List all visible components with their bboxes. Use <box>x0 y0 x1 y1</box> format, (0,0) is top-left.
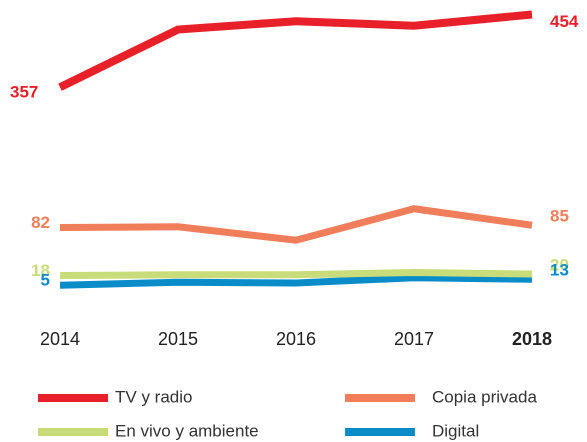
value-label: 18 <box>31 261 50 280</box>
line-series <box>59 205 533 244</box>
legend-label: TV y radio <box>115 387 192 406</box>
x-tick-label: 2017 <box>394 329 434 349</box>
legend-label: Copia privada <box>432 387 537 406</box>
line-series <box>59 274 533 289</box>
x-tick-label: 2015 <box>158 329 198 349</box>
line-series <box>58 10 533 91</box>
value-label: 13 <box>550 261 569 280</box>
x-tick-label: 2014 <box>40 329 80 349</box>
line-series <box>59 268 533 279</box>
legend-label: En vivo y ambiente <box>115 421 259 440</box>
value-label: 82 <box>31 213 50 232</box>
value-label: 454 <box>550 12 579 31</box>
value-label: 357 <box>10 83 38 102</box>
value-label: 85 <box>550 207 569 226</box>
value-label: 5 <box>41 271 50 290</box>
x-tick-label: 2018 <box>512 329 552 349</box>
value-label: 20 <box>550 255 569 274</box>
legend-label: Digital <box>432 421 479 440</box>
x-tick-label: 2016 <box>276 329 316 349</box>
